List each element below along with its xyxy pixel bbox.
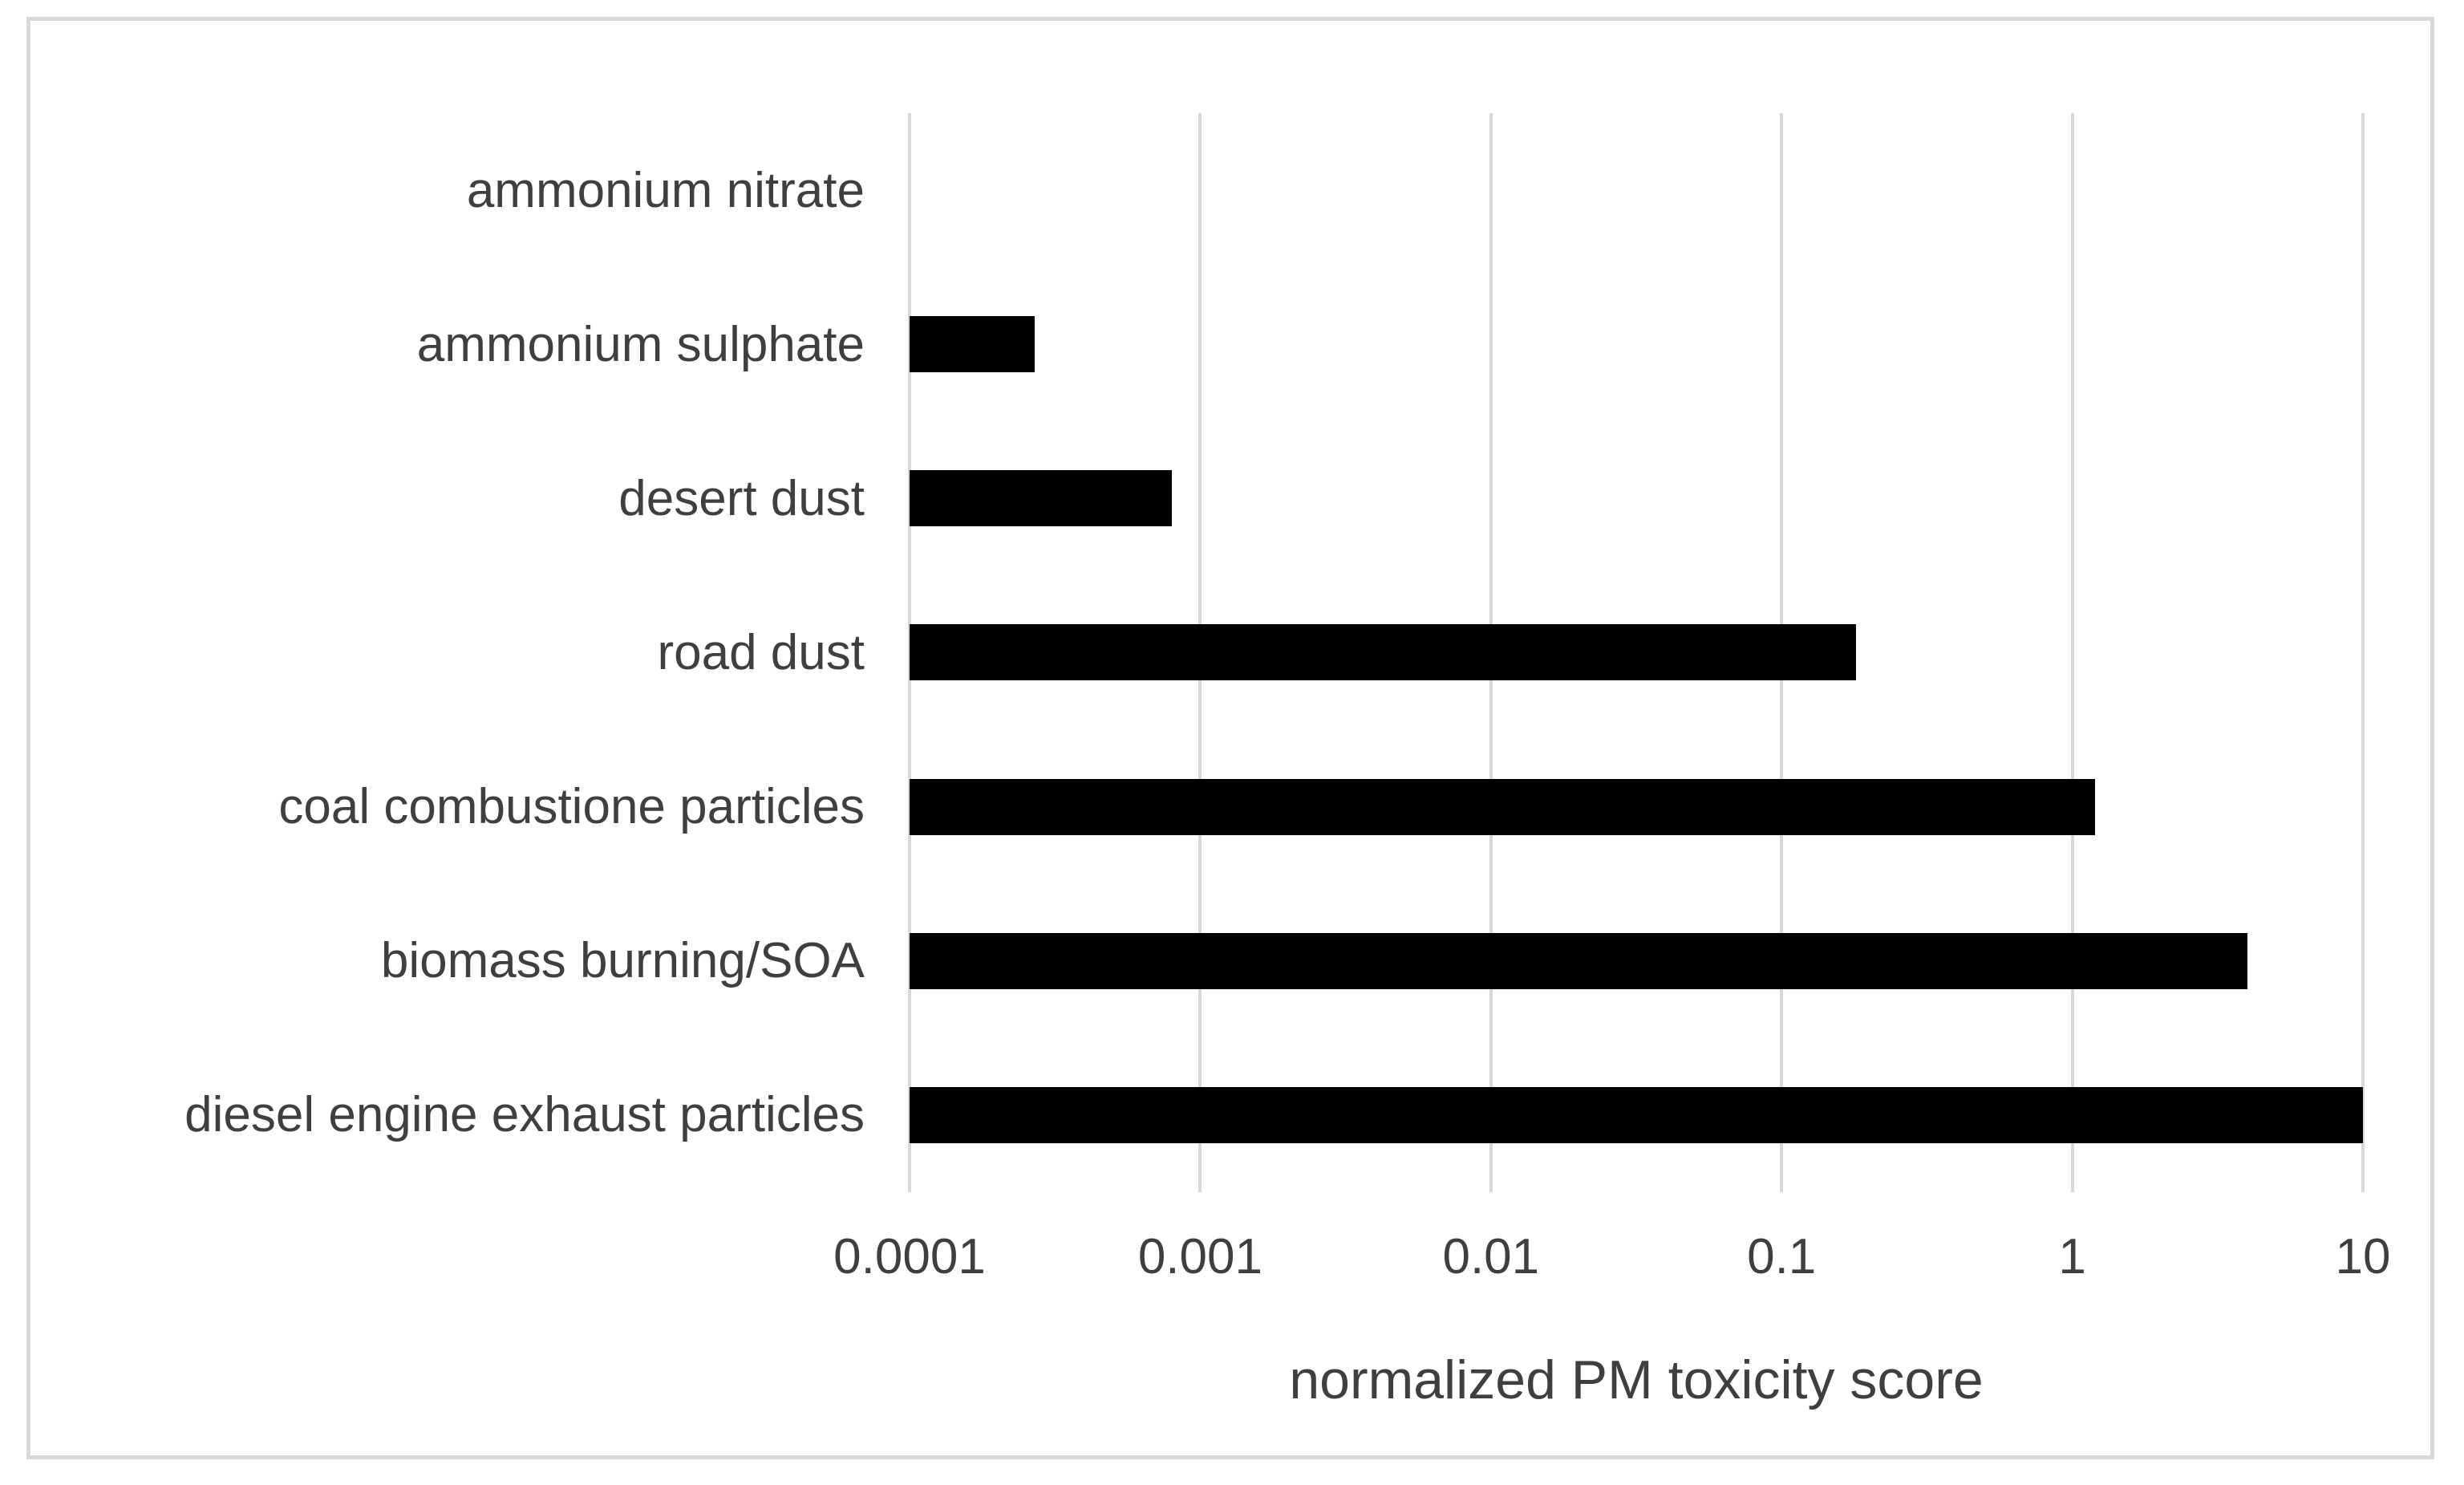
category-label: road dust: [657, 624, 865, 680]
bar-row: [910, 267, 2363, 421]
category-label: coal combustione particles: [278, 779, 865, 835]
gridline-10: [2361, 113, 2365, 1192]
bar-row: [910, 884, 2363, 1038]
bar-row: [910, 1038, 2363, 1192]
bar-road-dust: [910, 624, 1856, 681]
bar-row: [910, 730, 2363, 884]
bar-diesel-engine-exhaust-particles: [910, 1086, 2363, 1143]
bar-desert-dust: [910, 470, 1173, 527]
x-tick-label: 1: [2058, 1229, 2086, 1284]
chart-frame-border: ammonium nitrate ammonium sulphate desert …: [26, 17, 2434, 1459]
bar-coal-combustione-particles: [910, 778, 2096, 835]
category-label: diesel engine exhaust particles: [184, 1087, 865, 1143]
x-tick-label: 0.001: [1137, 1229, 1262, 1284]
y-axis-category-labels: ammonium nitrate ammonium sulphate desert …: [79, 113, 865, 1192]
x-tick-label: 0.01: [1442, 1229, 1540, 1284]
category-label: biomass burning/SOA: [380, 933, 865, 989]
bar-biomass-burning-soa: [910, 932, 2247, 989]
gridline-1: [2070, 113, 2074, 1192]
x-tick-label: 0.1: [1747, 1229, 1817, 1284]
bar-row: [910, 113, 2363, 267]
bar-row: [910, 421, 2363, 575]
bar-row: [910, 575, 2363, 729]
x-tick-label: 0.0001: [833, 1229, 986, 1284]
x-axis-title: normalized PM toxicity score: [1289, 1349, 1984, 1410]
bar-ammonium-sulphate: [910, 316, 1035, 373]
x-tick-label: 10: [2335, 1229, 2391, 1284]
plot-area: [908, 113, 2365, 1192]
category-label: ammonium sulphate: [416, 316, 865, 372]
category-label: ammonium nitrate: [466, 162, 865, 218]
category-label: desert dust: [618, 470, 865, 526]
bars-layer: [910, 113, 2363, 1192]
x-axis-tick-labels: 0.0001 0.001 0.01 0.1 1 10: [833, 1228, 2390, 1317]
